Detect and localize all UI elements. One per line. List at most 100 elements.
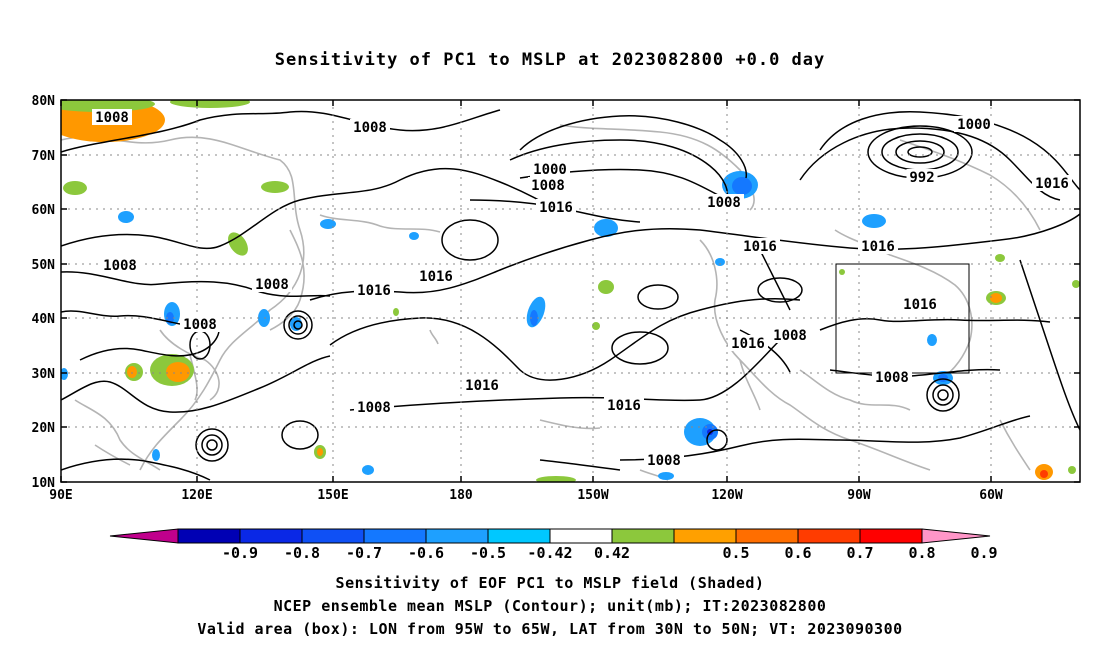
contour-label: 1016 xyxy=(357,283,391,299)
contour-label: 1016 xyxy=(743,239,777,255)
colorbar-left-arrow xyxy=(109,528,179,544)
lon-tick-label: 90E xyxy=(49,488,72,503)
contour-label-bg xyxy=(180,316,220,332)
contour-label: 1016 xyxy=(419,269,453,285)
lat-tick-label: 50N xyxy=(32,258,56,273)
contour-label-bg xyxy=(530,161,570,177)
contour-label: 1008 xyxy=(647,453,681,469)
contour-label-bg xyxy=(604,397,644,413)
contour-label-bg xyxy=(740,238,780,254)
colorbar-segment xyxy=(611,528,675,544)
colorbar-labels: -0.9 -0.8 -0.7 -0.6 -0.5 -0.42 0.42 0.5 0.6 0.7 0.… xyxy=(222,544,998,562)
contour-label: 1016 xyxy=(465,378,499,394)
contour-label-bg xyxy=(528,177,568,193)
colorbar-label: -0.9 xyxy=(222,544,258,562)
lon-tick-label: 150E xyxy=(317,488,348,503)
lat-tick-label: 30N xyxy=(32,367,56,382)
lon-tick-label: 150W xyxy=(577,488,608,503)
contour-label-bg xyxy=(644,452,684,468)
contour-label-bg xyxy=(354,399,394,415)
contour-label: 1008 xyxy=(255,277,289,293)
contour-label-bg xyxy=(416,268,456,284)
colorbar-segment xyxy=(735,528,799,544)
lat-tick-label: 20N xyxy=(32,421,56,436)
colorbar-label: -0.8 xyxy=(284,544,320,562)
lat-tick-label: 10N xyxy=(32,476,56,491)
colorbar-label: 0.6 xyxy=(784,544,811,562)
contour-label: 1016 xyxy=(903,297,937,313)
colorbar-label: -0.42 xyxy=(527,544,572,562)
contour-label: 1000 xyxy=(957,117,991,133)
contour-label-bg xyxy=(704,194,744,210)
colorbar-segment xyxy=(239,528,303,544)
colorbar xyxy=(109,528,991,544)
contour-label: 1008 xyxy=(875,370,909,386)
contour-label: 1016 xyxy=(1035,176,1069,192)
contour-label: 1008 xyxy=(183,317,217,333)
contour-label-bg xyxy=(462,377,502,393)
colorbar-segment xyxy=(425,528,489,544)
map-title: Sensitivity of PC1 to MSLP at 2023082800… xyxy=(274,50,826,70)
contour-label: 1000 xyxy=(533,162,567,178)
contour-label: 1008 xyxy=(707,195,741,211)
contour-label: 1008 xyxy=(773,328,807,344)
colorbar-label: -0.6 xyxy=(408,544,444,562)
colorbar-segment xyxy=(177,528,241,544)
contour-label-bg xyxy=(252,276,292,292)
plot-frame xyxy=(60,99,1081,483)
colorbar-segment xyxy=(673,528,737,544)
sensitivity-shading xyxy=(61,100,1080,482)
colorbar-segment xyxy=(363,528,427,544)
lat-tick-label: 60N xyxy=(32,203,56,218)
colorbar-label: 0.7 xyxy=(846,544,873,562)
contour-label: 1016 xyxy=(539,200,573,216)
contour-label: 1008 xyxy=(531,178,565,194)
contour-label: 1016 xyxy=(731,336,765,352)
contour-label-bg xyxy=(770,327,810,343)
contour-label: 1008 xyxy=(95,110,129,126)
contour-label-bg xyxy=(906,169,938,185)
graticule xyxy=(61,100,1080,482)
contour-label-bg xyxy=(350,119,390,135)
contour-label: 1008 xyxy=(357,400,391,416)
colorbar-segment xyxy=(797,528,861,544)
colorbar-segment xyxy=(859,528,923,544)
contour-label: 992 xyxy=(909,170,934,186)
contour-label-bg xyxy=(536,199,576,215)
contour-label: 1016 xyxy=(607,398,641,414)
colorbar-label: 0.9 xyxy=(970,544,997,562)
lon-tick-label: 120W xyxy=(711,488,742,503)
contour-label-bg xyxy=(100,257,140,273)
lat-tick-label: 70N xyxy=(32,149,56,164)
longitude-axis: 90E 120E 150E 180 150W 120W 90W 60W xyxy=(49,100,1003,503)
contour-label-bg xyxy=(872,369,912,385)
colorbar-segment xyxy=(301,528,365,544)
colorbar-right-arrow xyxy=(921,528,991,544)
lat-tick-label: 40N xyxy=(32,312,56,327)
lon-tick-label: 90W xyxy=(847,488,871,503)
contour-label-bg xyxy=(354,282,394,298)
colorbar-label: -0.5 xyxy=(470,544,506,562)
caption-shaded: Sensitivity of EOF PC1 to MSLP field (Sh… xyxy=(335,574,765,592)
contour-label-bg xyxy=(900,296,940,312)
contour-label: 1016 xyxy=(861,239,895,255)
colorbar-label: 0.5 xyxy=(722,544,749,562)
lon-tick-label: 60W xyxy=(979,488,1003,503)
contour-label-bg xyxy=(1032,175,1072,191)
contour-label-bg xyxy=(728,335,768,351)
caption-valid-area: Valid area (box): LON from 95W to 65W, L… xyxy=(197,620,903,638)
colorbar-label: -0.7 xyxy=(346,544,382,562)
mslp-contours xyxy=(61,109,1080,481)
colorbar-label: 0.8 xyxy=(908,544,935,562)
contour-label-bg xyxy=(954,116,994,132)
contour-label: 1008 xyxy=(353,120,387,136)
contour-label: 1008 xyxy=(103,258,137,274)
latitude-axis: 80N 70N 60N 50N 40N 30N 20N 10N xyxy=(32,94,1080,491)
colorbar-label: 0.42 xyxy=(594,544,630,562)
lon-tick-label: 180 xyxy=(449,488,473,503)
lon-tick-label: 120E xyxy=(181,488,212,503)
lat-tick-label: 80N xyxy=(32,94,56,109)
colorbar-segment xyxy=(487,528,551,544)
